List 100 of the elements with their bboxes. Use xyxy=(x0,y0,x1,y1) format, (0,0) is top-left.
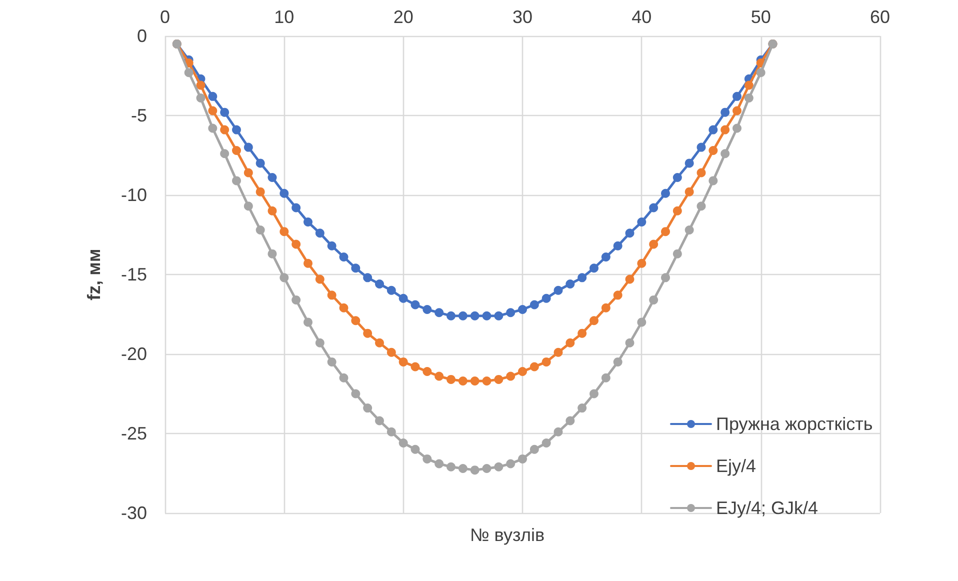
point xyxy=(256,225,265,234)
y-tick-label: -5 xyxy=(130,106,147,126)
point xyxy=(756,68,766,78)
point xyxy=(386,427,396,436)
point xyxy=(578,273,587,282)
point xyxy=(184,68,194,78)
point xyxy=(661,227,670,236)
point xyxy=(410,362,420,372)
point xyxy=(292,240,301,249)
point xyxy=(458,376,468,386)
point xyxy=(446,462,456,472)
point xyxy=(720,108,730,117)
point xyxy=(661,273,670,282)
point xyxy=(470,376,480,386)
point xyxy=(601,252,610,262)
x-tick-label: 10 xyxy=(274,7,294,27)
point xyxy=(208,124,218,133)
legend-label: EJy/4; GJk/4 xyxy=(716,498,818,518)
point xyxy=(470,311,480,320)
point xyxy=(375,416,384,426)
point xyxy=(220,125,230,134)
point xyxy=(482,464,492,473)
point xyxy=(232,176,241,186)
x-tick-label: 30 xyxy=(512,7,533,27)
point xyxy=(351,316,360,326)
point xyxy=(578,404,587,413)
point xyxy=(613,241,622,250)
point xyxy=(196,94,206,103)
point xyxy=(268,173,277,182)
point xyxy=(280,273,289,282)
point xyxy=(208,92,218,101)
point xyxy=(339,303,348,312)
point xyxy=(268,206,277,216)
point xyxy=(590,264,598,273)
point xyxy=(375,280,384,289)
point xyxy=(625,338,634,348)
point xyxy=(720,125,730,134)
point xyxy=(458,464,468,473)
point xyxy=(530,362,539,372)
point xyxy=(613,357,622,366)
point xyxy=(256,187,265,196)
point xyxy=(554,427,563,436)
point xyxy=(601,303,610,312)
point xyxy=(661,188,670,198)
point xyxy=(684,187,694,196)
point xyxy=(315,228,324,238)
point xyxy=(696,168,706,178)
y-tick-label: -25 xyxy=(120,424,147,444)
point xyxy=(518,454,527,464)
point xyxy=(482,311,492,320)
point xyxy=(732,106,742,116)
point xyxy=(351,389,360,398)
point xyxy=(590,316,598,326)
point xyxy=(398,438,408,448)
point xyxy=(732,92,742,101)
point xyxy=(708,125,718,134)
x-tick-label: 20 xyxy=(393,7,414,27)
point xyxy=(625,274,634,284)
point xyxy=(375,338,384,348)
point xyxy=(649,295,658,304)
point xyxy=(232,146,241,155)
point xyxy=(744,94,754,103)
point xyxy=(434,308,444,318)
point xyxy=(554,348,563,357)
point xyxy=(220,108,230,117)
point xyxy=(363,404,372,413)
y-axis-title: fz, мм xyxy=(84,248,104,300)
point xyxy=(220,149,230,158)
point xyxy=(506,308,516,318)
y-tick-label: -10 xyxy=(120,185,147,205)
point xyxy=(244,142,253,152)
point xyxy=(327,241,336,250)
x-tick-label: 40 xyxy=(632,7,652,27)
point xyxy=(304,218,312,227)
point xyxy=(708,146,718,155)
point xyxy=(649,203,658,212)
point xyxy=(458,311,468,320)
point xyxy=(518,304,527,314)
x-tick-label: 0 xyxy=(160,7,170,27)
point xyxy=(518,366,527,376)
point xyxy=(446,374,456,384)
point xyxy=(613,290,622,300)
point xyxy=(482,376,492,386)
point xyxy=(684,225,694,234)
point xyxy=(732,124,742,133)
point xyxy=(280,188,289,198)
point xyxy=(672,249,682,258)
y-tick-label: -30 xyxy=(120,503,147,523)
point xyxy=(208,106,218,116)
point xyxy=(327,290,336,300)
point xyxy=(637,318,646,327)
point xyxy=(494,374,504,384)
point xyxy=(244,202,253,211)
point xyxy=(672,173,682,182)
point xyxy=(637,218,646,227)
point xyxy=(386,286,396,295)
point xyxy=(232,125,241,134)
point xyxy=(304,258,312,268)
point xyxy=(304,318,312,327)
point xyxy=(542,357,551,366)
